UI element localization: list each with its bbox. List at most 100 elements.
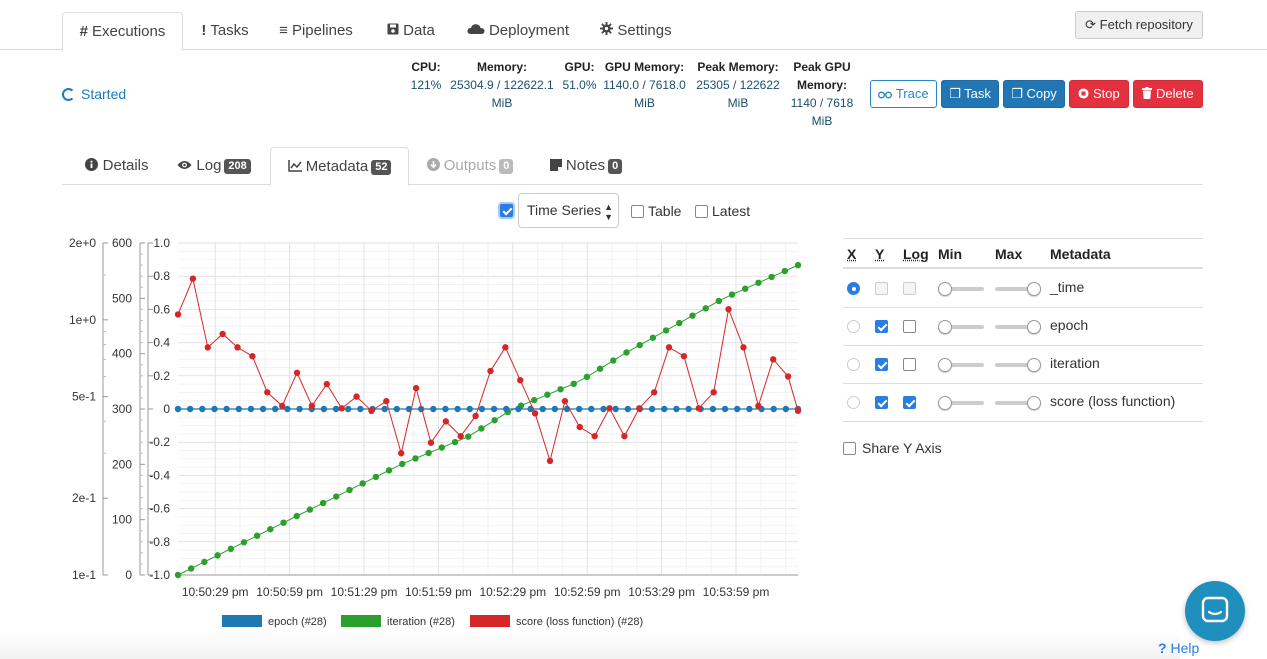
- tab-deployment[interactable]: Deployment: [462, 12, 574, 50]
- point-iteration: [187, 565, 195, 572]
- point-score: [636, 405, 643, 412]
- tab-pipelines[interactable]: ≡ Pipelines: [270, 12, 362, 50]
- chat-widget-button[interactable]: [1185, 581, 1245, 641]
- point-score: [561, 397, 569, 405]
- tab-data[interactable]: Data: [378, 12, 444, 50]
- max-slider[interactable]: [995, 282, 1041, 296]
- x-axis-radio[interactable]: [847, 282, 860, 295]
- max-slider[interactable]: [995, 320, 1041, 334]
- point-epoch: [344, 405, 352, 413]
- point-score: [755, 402, 762, 410]
- log-scale-checkbox[interactable]: [903, 396, 916, 409]
- share-y-axis-checkbox[interactable]: [843, 442, 856, 455]
- max-slider[interactable]: [995, 396, 1041, 410]
- table-checkbox[interactable]: [631, 205, 644, 218]
- point-score: [457, 432, 464, 440]
- y-axis-checkbox[interactable]: [875, 396, 888, 409]
- log-scale-checkbox[interactable]: [903, 320, 916, 333]
- view-mode-select[interactable]: Time Series ▲ ▼: [518, 193, 619, 228]
- point-epoch: [515, 405, 522, 413]
- log-scale-checkbox[interactable]: [903, 358, 916, 371]
- gear-icon: [600, 12, 614, 50]
- trace-button[interactable]: Trace: [870, 80, 937, 108]
- tab-details[interactable]: Details: [72, 147, 162, 185]
- point-score: [591, 432, 598, 440]
- stop-button[interactable]: Stop: [1069, 80, 1129, 108]
- tab-outputs[interactable]: Outputs 0: [420, 147, 520, 185]
- table-header: X Y Log Min Max Metadata: [843, 238, 1203, 269]
- floppy-icon: [387, 12, 399, 50]
- tab-label: Data: [403, 22, 435, 39]
- legend-swatch: [222, 615, 262, 627]
- stat-label: Memory:: [476, 60, 527, 74]
- y-tick-label-score: 5e-1: [72, 390, 96, 404]
- min-slider[interactable]: [938, 320, 984, 334]
- glasses-icon: [878, 86, 895, 101]
- point-iteration: [702, 305, 709, 312]
- latest-checkbox[interactable]: [695, 205, 708, 218]
- point-epoch: [247, 405, 255, 413]
- point-iteration: [662, 327, 670, 334]
- delete-button[interactable]: Delete: [1133, 80, 1203, 108]
- min-slider[interactable]: [938, 358, 984, 372]
- point-epoch: [624, 405, 632, 413]
- point-score: [398, 450, 405, 457]
- legend-iteration: iteration (#28): [341, 615, 455, 629]
- point-score: [383, 397, 390, 405]
- point-iteration: [319, 499, 327, 507]
- log-scale-checkbox[interactable]: [903, 282, 916, 295]
- y-tick-label-epoch: -1.0: [149, 568, 170, 582]
- legend-label: iteration (#28): [387, 616, 455, 628]
- point-score: [204, 344, 211, 351]
- point-score: [517, 376, 524, 384]
- stat-label: GPU Memory:: [604, 60, 685, 74]
- point-iteration: [544, 391, 551, 398]
- min-slider[interactable]: [938, 396, 984, 410]
- task-button[interactable]: ❐ Task: [941, 80, 999, 108]
- x-axis-radio[interactable]: [847, 358, 860, 371]
- y-axis-checkbox[interactable]: [875, 320, 888, 333]
- y-tick-label-epoch: -0.2: [149, 435, 170, 449]
- tab-tasks[interactable]: ! Tasks: [190, 12, 260, 50]
- trash-icon: [1142, 86, 1156, 101]
- point-iteration: [280, 519, 287, 526]
- help-link[interactable]: ? Help: [1158, 640, 1199, 656]
- tab-notes[interactable]: Notes 0: [542, 147, 630, 185]
- chart-enabled-checkbox[interactable]: [500, 204, 513, 217]
- tab-settings[interactable]: Settings: [592, 12, 680, 50]
- fetch-repository-button[interactable]: ⟳ Fetch repository: [1075, 11, 1203, 39]
- point-iteration: [306, 506, 314, 513]
- point-epoch: [575, 405, 583, 413]
- tab-metadata[interactable]: Metadata 52: [270, 147, 409, 186]
- point-iteration: [372, 473, 380, 481]
- y-axis-checkbox[interactable]: [875, 282, 888, 295]
- page-bottom-shadow: [0, 630, 1180, 659]
- header-metadata: Metadata: [1050, 246, 1111, 262]
- metadata-row: epoch: [843, 308, 1203, 346]
- point-epoch: [199, 405, 206, 413]
- log-count-badge: 208: [224, 159, 251, 174]
- point-score: [278, 402, 286, 410]
- tab-executions[interactable]: # Executions: [62, 12, 183, 51]
- x-axis-radio[interactable]: [847, 320, 860, 333]
- max-slider[interactable]: [995, 358, 1041, 372]
- point-score: [740, 344, 747, 351]
- metadata-count-badge: 52: [371, 160, 392, 175]
- notes-count-badge: 0: [608, 159, 623, 174]
- y-axis-checkbox[interactable]: [875, 358, 888, 371]
- x-axis-radio[interactable]: [847, 396, 860, 409]
- point-iteration: [478, 425, 485, 432]
- y-tick-label-epoch: 0.4: [153, 336, 170, 350]
- tab-label: Metadata: [305, 158, 369, 175]
- min-slider[interactable]: [938, 282, 984, 296]
- point-iteration: [583, 373, 591, 381]
- stat-value: 51.0%: [562, 78, 597, 92]
- stat-value: 25305 / 122622: [696, 78, 780, 92]
- copy-button[interactable]: ❐ Copy: [1003, 80, 1065, 108]
- point-epoch: [357, 405, 364, 413]
- point-iteration: [267, 526, 274, 533]
- outputs-count-badge: 0: [499, 159, 514, 174]
- point-iteration: [689, 312, 696, 319]
- tab-log[interactable]: Log 208: [170, 147, 258, 185]
- fetch-label: Fetch repository: [1099, 17, 1193, 32]
